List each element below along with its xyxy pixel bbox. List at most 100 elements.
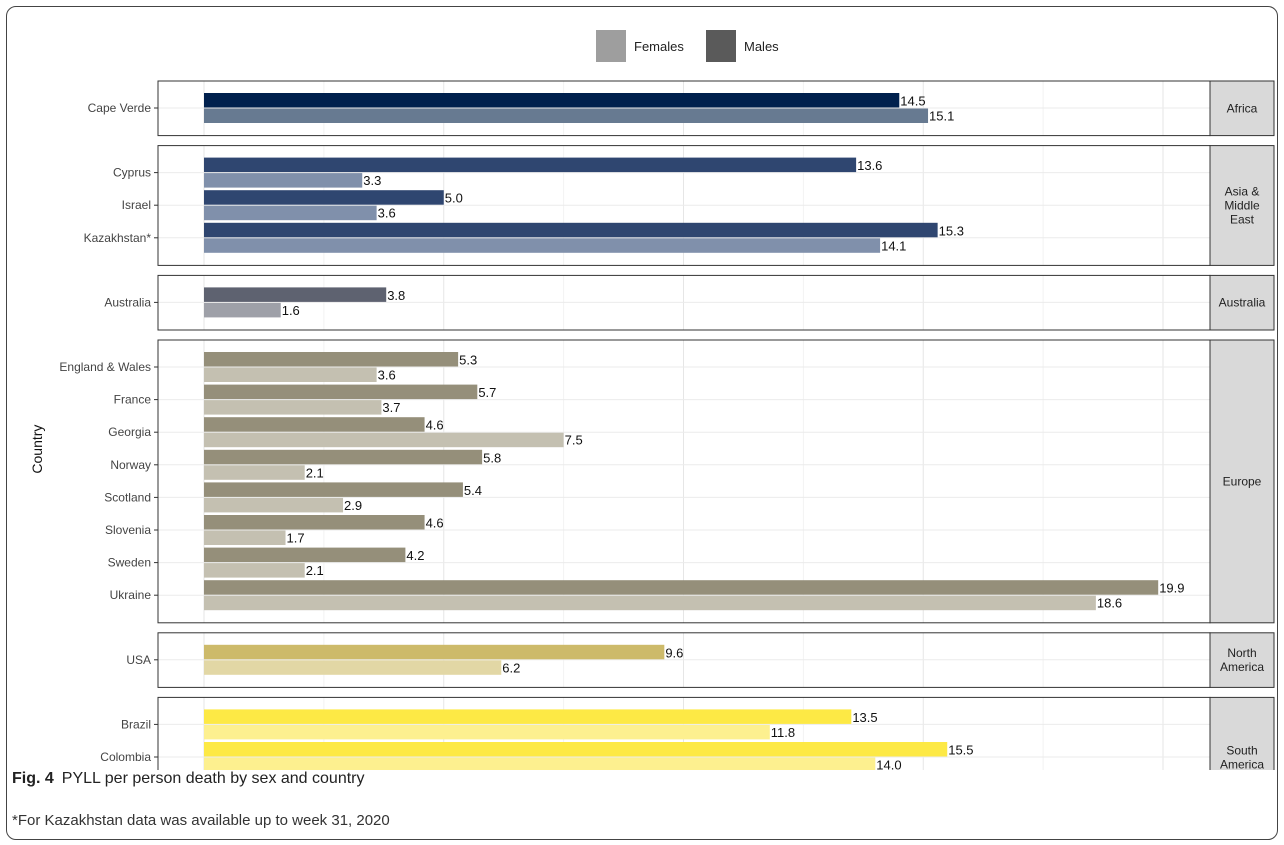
data-label-females-cape-verde: 15.1 xyxy=(929,109,954,124)
bar-females-france xyxy=(204,400,382,415)
legend-label-females: Females xyxy=(634,39,684,54)
bar-females-colombia xyxy=(204,757,876,770)
y-tick-label-australia: Australia xyxy=(104,295,151,309)
data-label-males-israel: 5.0 xyxy=(445,191,463,206)
data-label-females-france: 3.7 xyxy=(382,400,400,415)
y-tick-label-slovenia: Slovenia xyxy=(105,523,151,537)
bar-males-cape-verde xyxy=(204,93,900,108)
bar-males-kazakhstan xyxy=(204,222,938,238)
bar-males-ukraine xyxy=(204,580,1159,595)
data-label-females-kazakhstan: 14.1 xyxy=(881,238,906,253)
facet-label-south-america: South America xyxy=(1220,743,1264,770)
bar-females-cyprus xyxy=(204,173,363,188)
bar-females-brazil xyxy=(204,724,770,740)
y-tick-label-kazakhstan: Kazakhstan* xyxy=(84,231,152,245)
legend-swatch-females xyxy=(596,30,626,62)
facet-strip-africa xyxy=(1209,80,1275,137)
bar-males-norway xyxy=(204,449,483,465)
bar-males-colombia xyxy=(204,742,948,757)
data-label-females-israel: 3.6 xyxy=(378,206,396,221)
y-tick-label-france: France xyxy=(114,393,152,407)
legend-swatch-males xyxy=(706,30,736,62)
data-label-females-australia: 1.6 xyxy=(282,303,300,318)
data-label-females-georgia: 7.5 xyxy=(565,433,583,448)
data-label-males-scotland: 5.4 xyxy=(464,483,482,498)
data-label-males-usa: 9.6 xyxy=(665,645,683,660)
y-tick-label-colombia: Colombia xyxy=(100,750,151,764)
facet-strip-north-america xyxy=(1209,632,1275,688)
y-tick-label-ukraine: Ukraine xyxy=(110,588,152,602)
data-label-males-slovenia: 4.6 xyxy=(426,516,444,531)
y-tick-label-georgia: Georgia xyxy=(108,425,151,439)
data-label-males-norway: 5.8 xyxy=(483,450,501,465)
data-label-males-france: 5.7 xyxy=(478,385,496,400)
data-label-females-ukraine: 18.6 xyxy=(1097,596,1122,611)
bar-males-israel xyxy=(204,190,444,205)
bar-males-georgia xyxy=(204,417,425,432)
bar-males-slovenia xyxy=(204,515,425,530)
facet-label-asia-middle-east: Asia & Middle East xyxy=(1224,185,1260,227)
y-tick-label-israel: Israel xyxy=(122,198,151,212)
y-axis-title: Country xyxy=(29,425,45,474)
y-tick-label-cape-verde: Cape Verde xyxy=(88,101,152,115)
data-label-males-cyprus: 13.6 xyxy=(857,158,882,173)
data-label-males-ukraine: 19.9 xyxy=(1159,581,1184,596)
caption-text: PYLL per person death by sex and country xyxy=(61,770,365,787)
facet-label-europe: Europe xyxy=(1223,474,1262,488)
y-tick-label-england-wales: England & Wales xyxy=(59,360,151,374)
data-label-females-scotland: 2.9 xyxy=(344,498,362,513)
bar-females-scotland xyxy=(204,497,344,513)
y-tick-label-norway: Norway xyxy=(110,458,151,472)
facet-label-africa: Africa xyxy=(1227,101,1258,115)
facet-strip-europe xyxy=(1209,339,1275,624)
bar-females-australia xyxy=(204,302,281,318)
bar-females-georgia xyxy=(204,432,564,448)
bar-males-brazil xyxy=(204,709,852,724)
data-label-females-sweden: 2.1 xyxy=(306,563,324,578)
facet-label-australia: Australia xyxy=(1219,296,1266,310)
bar-males-cyprus xyxy=(204,157,857,173)
data-label-males-brazil: 13.5 xyxy=(852,710,877,725)
data-label-males-cape-verde: 14.5 xyxy=(900,94,925,109)
y-tick-label-sweden: Sweden xyxy=(108,556,151,570)
bar-females-norway xyxy=(204,465,305,480)
data-label-females-norway: 2.1 xyxy=(306,465,324,480)
data-label-females-slovenia: 1.7 xyxy=(287,531,305,546)
data-label-males-england-wales: 5.3 xyxy=(459,353,477,368)
bar-females-ukraine xyxy=(204,595,1096,611)
facet-strip-asia-middle-east xyxy=(1209,145,1275,266)
bar-males-france xyxy=(204,384,478,400)
facet-strip-south-america xyxy=(1209,696,1275,770)
chart: Females Males 14.5 15.1 Cape Verde Africa 13.6… xyxy=(29,30,1275,771)
bar-males-australia xyxy=(204,287,387,302)
data-label-males-kazakhstan: 15.3 xyxy=(939,223,964,238)
y-tick-label-scotland: Scotland xyxy=(104,490,151,504)
bar-females-england-wales xyxy=(204,367,377,382)
data-label-females-brazil: 11.8 xyxy=(771,725,795,740)
figure-frame xyxy=(6,6,1278,840)
bar-females-israel xyxy=(204,205,377,221)
y-tick-label-brazil: Brazil xyxy=(121,717,151,731)
figure-caption: Fig. 4 PYLL per person death by sex and c… xyxy=(12,770,365,788)
data-label-females-colombia: 14.0 xyxy=(876,758,901,771)
bar-males-usa xyxy=(204,644,665,660)
y-tick-label-cyprus: Cyprus xyxy=(113,166,151,180)
data-label-females-england-wales: 3.6 xyxy=(378,368,396,383)
data-label-males-georgia: 4.6 xyxy=(426,418,444,433)
footnote: *For Kazakhstan data was available up to… xyxy=(12,812,390,829)
bar-females-kazakhstan xyxy=(204,238,881,253)
facet-label-north-america: North America xyxy=(1220,646,1264,674)
bar-males-scotland xyxy=(204,482,463,497)
bar-females-usa xyxy=(204,660,502,675)
data-label-males-colombia: 15.5 xyxy=(948,743,973,758)
y-tick-label-usa: USA xyxy=(126,653,151,667)
data-label-females-usa: 6.2 xyxy=(502,660,520,675)
data-label-males-australia: 3.8 xyxy=(387,288,405,303)
bar-males-sweden xyxy=(204,547,406,563)
bar-females-slovenia xyxy=(204,530,286,545)
data-label-males-sweden: 4.2 xyxy=(406,548,424,563)
bar-females-cape-verde xyxy=(204,108,929,123)
data-label-females-cyprus: 3.3 xyxy=(363,173,381,188)
facet-strip-australia xyxy=(1209,274,1275,331)
bar-males-england-wales xyxy=(204,352,459,367)
